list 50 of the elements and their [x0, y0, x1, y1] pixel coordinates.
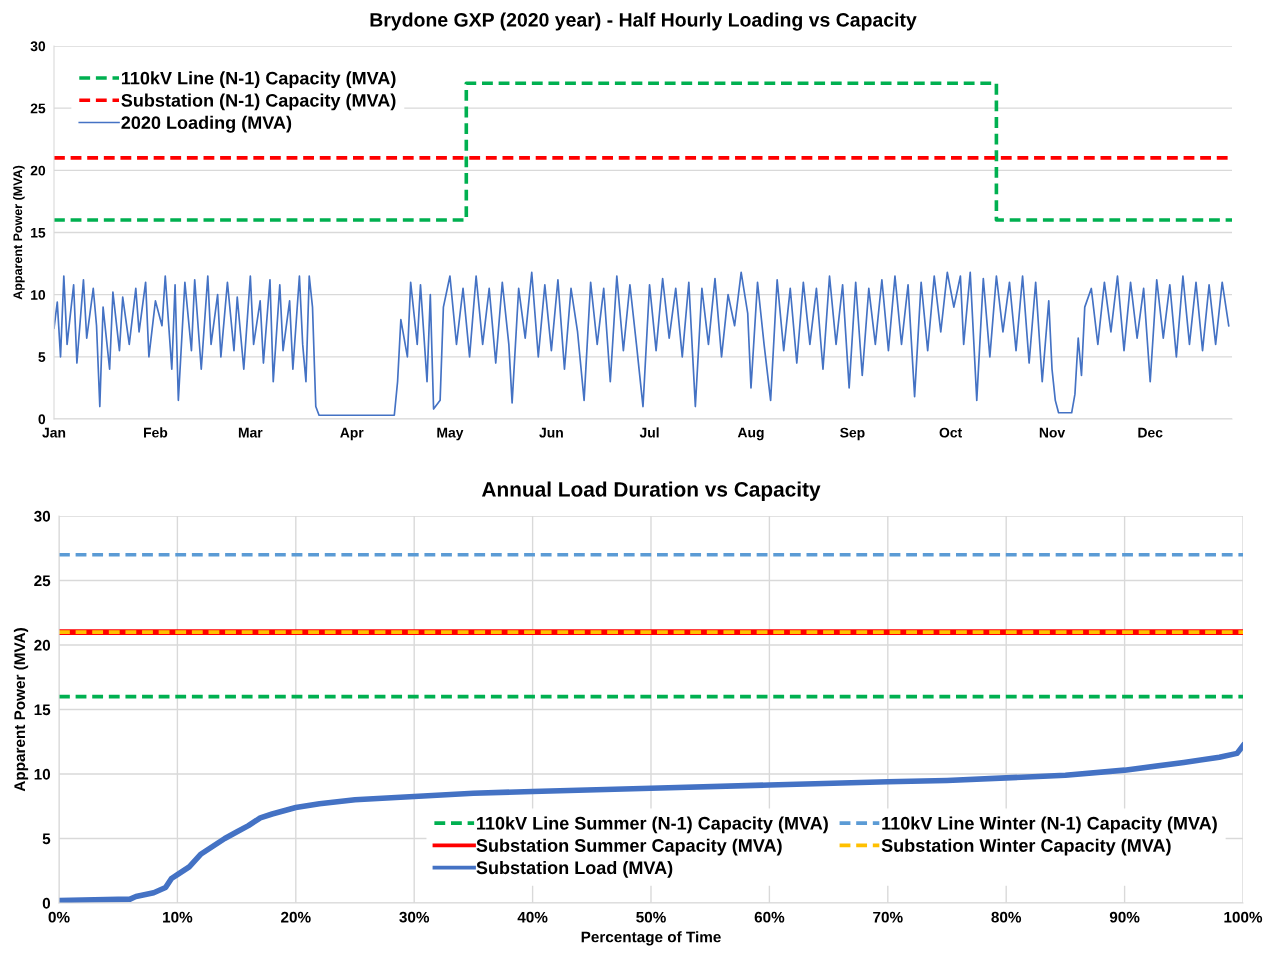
x-tick-label: 30% — [399, 911, 430, 923]
x-tick-label: Apr — [340, 427, 364, 441]
x-tick-label: Aug — [737, 427, 764, 441]
legend-label: Substation (N-1) Capacity (MVA) — [121, 93, 396, 111]
x-tick-label: 50% — [636, 911, 666, 923]
y-tick-label: 0 — [42, 897, 51, 909]
x-tick-label: 0% — [48, 911, 70, 923]
x-tick-label: May — [437, 427, 464, 441]
x-tick-label: Feb — [144, 427, 168, 438]
legend-label: 110kV Line Winter (N-1) Capacity (MVA) — [882, 816, 1217, 834]
x-tick-label: Mar — [238, 427, 263, 438]
chart-title: Annual Load Duration vs Capacity — [481, 481, 821, 501]
x-tick-label: Nov — [1039, 427, 1066, 438]
x-tick-label: 20% — [281, 911, 311, 923]
y-tick-label: 5 — [38, 352, 46, 362]
y-tick-label: 10 — [31, 290, 46, 300]
y-tick-label: 25 — [34, 575, 51, 587]
x-tick-label: 60% — [754, 911, 785, 923]
y-axis-title: Apparent Power (MVA) — [13, 165, 25, 300]
x-tick-label: Oct — [939, 427, 962, 438]
y-tick-label: 20 — [30, 165, 46, 176]
y-tick-label: 0 — [38, 414, 46, 425]
legend-label: 2020 Loading (MVA) — [121, 115, 292, 133]
legend-label: 110kV Line Summer (N-1) Capacity (MVA) — [477, 816, 828, 834]
legend-label: Substation Summer Capacity (MVA) — [476, 838, 782, 856]
y-tick-label: 15 — [31, 227, 46, 238]
x-tick-label: Jul — [639, 427, 659, 438]
x-tick-label: 80% — [991, 911, 1022, 923]
y-tick-label: 10 — [34, 768, 51, 780]
x-tick-label: 100% — [1224, 911, 1263, 923]
x-tick-label: 10% — [163, 911, 193, 923]
y-tick-label: 25 — [30, 103, 46, 114]
x-tick-label: Jan — [42, 427, 66, 438]
legend-label: 110kV Line (N-1) Capacity (MVA) — [121, 71, 396, 89]
x-tick-label: 90% — [1109, 911, 1140, 923]
legend-label: Substation Load (MVA) — [476, 860, 673, 878]
y-tick-label: 30 — [34, 510, 51, 522]
y-axis-title: Apparent Power (MVA) — [13, 628, 29, 792]
x-tick-label: Sep — [840, 427, 865, 441]
y-tick-label: 5 — [42, 833, 51, 845]
x-tick-label: Jun — [539, 427, 563, 438]
legend-label: Substation Winter Capacity (MVA) — [881, 838, 1171, 856]
x-tick-label: Dec — [1138, 427, 1163, 438]
x-tick-label: 40% — [517, 911, 548, 923]
y-tick-label: 30 — [30, 41, 46, 52]
chart-title: Brydone GXP (2020 year) - Half Hourly Loading vs Capacity — [370, 12, 917, 31]
x-axis-title: Percentage of Time — [581, 931, 721, 946]
y-tick-label: 20 — [34, 639, 51, 651]
y-tick-label: 15 — [34, 704, 51, 716]
x-tick-label: 70% — [873, 911, 903, 923]
